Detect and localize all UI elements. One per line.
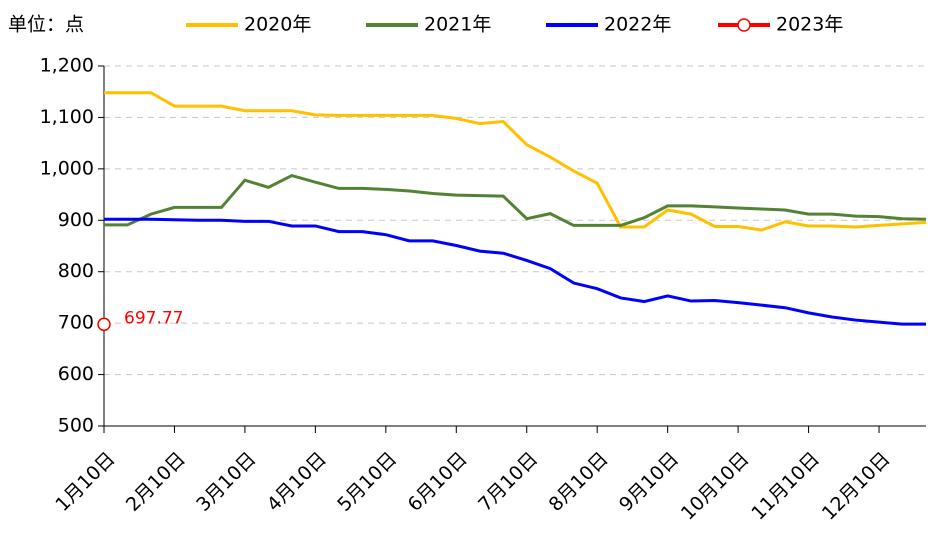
x-tick-label: 10月10日 [677, 448, 754, 525]
x-tick-label: 4月10日 [263, 448, 331, 516]
legend-label: 2022年 [604, 14, 671, 36]
legend-label: 2021年 [424, 14, 491, 36]
x-tick-label: 6月10日 [404, 448, 472, 516]
unit-label: 单位：点 [8, 14, 84, 36]
x-tick-label: 5月10日 [333, 448, 401, 516]
series-line [104, 217, 926, 326]
x-tick-label: 2月10日 [122, 448, 190, 516]
y-tick-label: 1,200 [40, 55, 94, 77]
x-tick-label: 11月10日 [747, 448, 824, 525]
series-line [104, 173, 927, 227]
series-line [104, 91, 927, 232]
legend-label: 2023年 [776, 14, 843, 36]
x-tick-label: 9月10日 [615, 448, 683, 516]
y-tick-label: 900 [58, 209, 94, 231]
data-label: 697.77 [124, 308, 183, 328]
legend-marker [737, 18, 751, 32]
point [97, 317, 111, 332]
x-tick-label: 12月10日 [818, 448, 895, 525]
y-tick-label: 800 [58, 260, 94, 282]
y-tick-label: 500 [58, 415, 94, 437]
x-tick-label: 8月10日 [545, 448, 613, 516]
y-tick-label: 700 [58, 312, 94, 334]
x-tick-label: 7月10日 [474, 448, 542, 516]
y-tick-label: 1,100 [40, 106, 94, 128]
y-tick-label: 1,000 [40, 157, 94, 179]
y-tick-label: 600 [58, 363, 94, 385]
x-tick-label: 3月10日 [192, 448, 260, 516]
legend-label: 2020年 [244, 14, 311, 36]
x-tick-label: 1月10日 [51, 448, 119, 516]
